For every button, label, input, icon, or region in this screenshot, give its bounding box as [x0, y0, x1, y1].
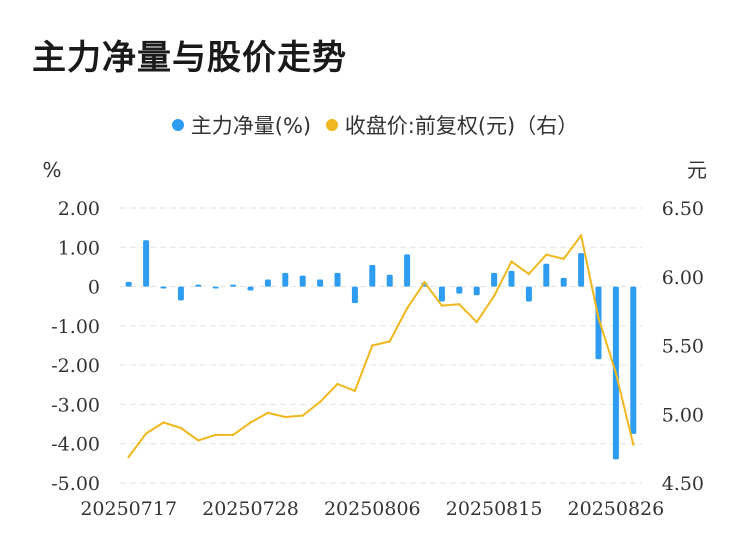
bar-20250821 — [560, 277, 567, 287]
price-point-20250723 — [197, 439, 200, 442]
price-point-20250721 — [162, 421, 165, 424]
price-point-20250813 — [458, 303, 461, 306]
bar-20250806 — [369, 264, 376, 287]
legend-line-label: 收盘价:前复权(元)（右） — [344, 114, 579, 138]
legend: 主力净量(%) 收盘价:前复权(元)（右） — [0, 110, 750, 140]
bar-20250723 — [195, 284, 202, 287]
price-point-20250724 — [214, 433, 217, 437]
x-tick-label: 20250717 — [80, 498, 177, 520]
bar-20250731 — [299, 275, 306, 287]
price-point-20250822 — [579, 234, 583, 237]
legend-line-marker — [325, 119, 338, 131]
bar-20250818 — [508, 270, 515, 287]
price-point-20250728 — [249, 421, 252, 424]
price-point-20250811 — [423, 281, 426, 284]
price-point-20250819 — [527, 272, 531, 276]
left-tick-label: -5.00 — [51, 473, 100, 495]
price-point-20250801 — [318, 400, 322, 404]
price-point-20250718 — [144, 432, 148, 435]
x-tick-label: 20250806 — [324, 498, 421, 520]
price-point-20250826 — [614, 371, 618, 375]
left-tick-label: 2.00 — [58, 198, 100, 220]
bar-20250801 — [317, 279, 324, 287]
right-tick-label: 6.00 — [662, 267, 704, 289]
right-axis-unit: 元 — [687, 158, 707, 182]
bar-20250722 — [177, 286, 184, 301]
bar-20250805 — [351, 286, 358, 304]
price-point-20250820 — [545, 253, 548, 256]
price-point-20250806 — [371, 344, 374, 347]
price-point-20250804 — [336, 382, 339, 386]
x-tick-label: 20250815 — [446, 498, 543, 520]
price-point-20250725 — [231, 433, 235, 437]
price-line — [127, 234, 635, 458]
price-point-20250717 — [127, 455, 130, 459]
legend-bar-label: 主力净量(%) — [190, 114, 312, 138]
bar-20250725 — [230, 284, 237, 287]
bar-20250820 — [543, 263, 550, 287]
right-tick-label: 4.50 — [662, 473, 704, 495]
price-point-20250729 — [266, 411, 270, 415]
left-tick-label: 1.00 — [58, 237, 100, 259]
left-tick-label: -1.00 — [51, 316, 100, 338]
price-point-20250827 — [632, 443, 635, 446]
left-tick-label: -2.00 — [51, 355, 100, 377]
legend-item-bars[interactable]: 主力净量(%) — [171, 110, 312, 140]
bar-20250815 — [491, 272, 498, 287]
axis-labels: 2.00 1.00 0 -1.00 -2.00 -3.00 -4.00 -5.00 6.50 6.… — [42, 158, 707, 520]
bar-series — [125, 240, 637, 460]
right-tick-label: 5.50 — [662, 336, 704, 358]
price-point-20250812 — [440, 304, 444, 307]
price-point-20250808 — [405, 307, 409, 310]
bar-20250807 — [386, 274, 393, 287]
bar-20250825 — [595, 286, 602, 360]
grid-lines — [120, 207, 642, 484]
line-series — [127, 234, 635, 459]
bar-20250724 — [212, 286, 219, 289]
bar-20250804 — [334, 272, 341, 287]
price-point-20250805 — [353, 389, 357, 393]
price-point-20250814 — [475, 320, 478, 324]
bar-20250721 — [160, 286, 167, 289]
bar-20250729 — [264, 279, 271, 287]
bar-20250827 — [630, 286, 637, 434]
right-tick-label: 6.50 — [662, 198, 704, 220]
left-tick-label: 0 — [88, 277, 100, 299]
price-point-20250825 — [597, 316, 600, 320]
price-point-20250821 — [562, 257, 565, 261]
chart-title: 主力净量与股价走势 — [32, 38, 347, 78]
left-axis-unit: % — [42, 158, 61, 182]
right-tick-label: 5.00 — [662, 404, 704, 426]
price-point-20250731 — [301, 414, 304, 417]
bar-20250819 — [525, 286, 532, 302]
left-tick-label: -3.00 — [51, 394, 100, 416]
x-tick-label: 20250728 — [202, 498, 299, 520]
bar-20250718 — [143, 240, 150, 287]
x-tick-label: 20250826 — [568, 498, 665, 520]
bar-20250814 — [473, 286, 480, 296]
price-point-20250818 — [510, 260, 513, 263]
bar-20250822 — [578, 253, 585, 287]
bar-20250728 — [247, 286, 254, 291]
price-point-20250722 — [179, 426, 183, 430]
price-point-20250815 — [492, 294, 496, 298]
legend-bar-marker — [171, 119, 184, 131]
left-tick-label: -4.00 — [51, 434, 100, 456]
bar-20250813 — [456, 286, 463, 294]
price-point-20250807 — [388, 340, 391, 343]
bar-20250808 — [404, 254, 411, 287]
price-point-20250730 — [284, 415, 287, 419]
bar-20250812 — [438, 286, 445, 302]
bar-20250730 — [282, 272, 289, 287]
legend-item-line[interactable]: 收盘价:前复权(元)（右） — [325, 110, 579, 140]
bar-20250717 — [125, 281, 132, 287]
